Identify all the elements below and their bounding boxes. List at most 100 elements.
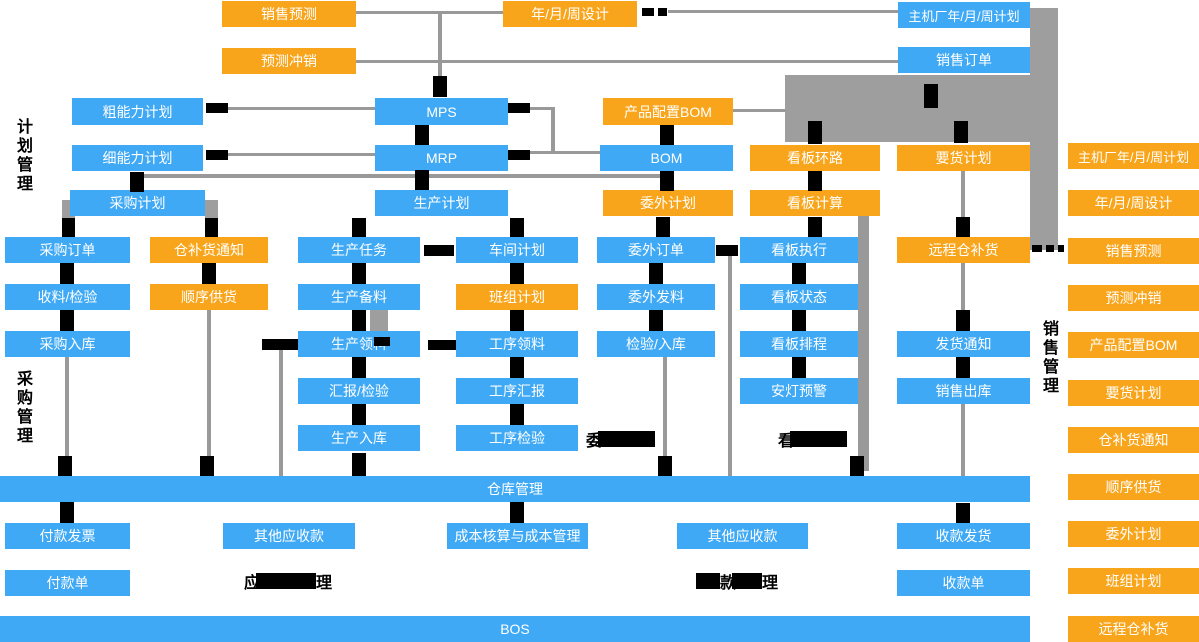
connector-nub	[649, 310, 663, 331]
node-detailed-capacity-plan[interactable]: 细能力计划	[72, 145, 203, 171]
node-process-picking[interactable]: 工序领料	[456, 331, 578, 357]
connector-nub	[510, 502, 524, 523]
node-production-material-prep[interactable]: 生产备料	[298, 284, 420, 310]
node-payment-slip[interactable]: 付款单	[5, 570, 130, 596]
node-rc-sequential-supply[interactable]: 顺序供货	[1068, 474, 1199, 500]
connector-nub	[60, 263, 74, 284]
node-rc-year-month-week-design[interactable]: 年/月/周设计	[1068, 190, 1199, 216]
connector-line	[961, 171, 965, 219]
node-delivery-request-plan[interactable]: 要货计划	[897, 145, 1030, 171]
node-kanban-scheduling[interactable]: 看板排程	[740, 331, 858, 357]
node-receiving-inspection[interactable]: 收料/检验	[5, 284, 130, 310]
node-other-receivables[interactable]: 其他应收款	[223, 523, 355, 549]
node-rc-product-config-bom[interactable]: 产品配置BOM	[1068, 332, 1199, 358]
connector-nub	[792, 357, 806, 378]
node-report-inspection[interactable]: 汇报/检验	[298, 378, 420, 404]
label-char: 款	[720, 575, 737, 592]
node-kanban-status[interactable]: 看板状态	[740, 284, 858, 310]
node-production-task[interactable]: 生产任务	[298, 237, 420, 263]
connector-nub	[808, 217, 822, 237]
connector-nub	[808, 121, 822, 144]
node-sequential-supply[interactable]: 顺序供货	[150, 284, 268, 310]
connector-nub	[508, 103, 530, 113]
node-mps[interactable]: MPS	[375, 98, 508, 125]
node-receipt-slip[interactable]: 收款单	[897, 570, 1030, 596]
node-rc-oem-year-month-week-plan[interactable]: 主机厂年/月/周计划	[1068, 143, 1199, 169]
node-rc-sales-forecast[interactable]: 销售预测	[1068, 238, 1199, 264]
connector-line	[279, 348, 283, 476]
node-mrp[interactable]: MRP	[375, 145, 508, 171]
connector-nub	[424, 245, 454, 256]
node-payment-invoice[interactable]: 付款发票	[5, 523, 130, 549]
connector-nub	[792, 263, 806, 284]
node-year-month-week-design[interactable]: 年/月/周设计	[503, 1, 637, 27]
connector-nub	[206, 150, 228, 160]
node-andon-alert[interactable]: 安灯预警	[740, 378, 858, 404]
connector-nub	[649, 263, 663, 284]
node-rough-capacity-plan[interactable]: 粗能力计划	[72, 98, 203, 125]
node-process-report[interactable]: 工序汇报	[456, 378, 578, 404]
node-kanban-execution[interactable]: 看板执行	[740, 237, 858, 263]
redaction-bar	[598, 431, 656, 447]
connector-nub	[60, 310, 74, 331]
connector-nub	[510, 263, 524, 284]
node-sales-outbound[interactable]: 销售出库	[897, 378, 1030, 404]
node-rc-team-plan[interactable]: 班组计划	[1068, 568, 1199, 594]
node-workshop-plan[interactable]: 车间计划	[456, 237, 578, 263]
node-rc-outsourcing-plan[interactable]: 委外计划	[1068, 521, 1199, 547]
node-sales-order[interactable]: 销售订单	[898, 47, 1030, 73]
node-purchase-order[interactable]: 采购订单	[5, 237, 130, 263]
outsourcing-mgmt-label: 委	[586, 427, 656, 451]
node-outsourcing-material-issue[interactable]: 委外发料	[597, 284, 715, 310]
connector-nub	[716, 245, 738, 256]
connector-nub	[62, 218, 75, 237]
node-outsourcing-plan[interactable]: 委外计划	[603, 190, 733, 216]
connector-line	[528, 107, 554, 110]
node-production-plan[interactable]: 生产计划	[375, 190, 508, 216]
node-sales-forecast[interactable]: 销售预测	[222, 1, 356, 27]
node-warehouse-management-bar[interactable]: 仓库管理	[0, 476, 1030, 502]
node-bom[interactable]: BOM	[600, 145, 733, 171]
node-purchase-plan[interactable]: 采购计划	[70, 190, 205, 216]
node-rc-forecast-offset[interactable]: 预测冲销	[1068, 285, 1199, 311]
connector-nub	[352, 404, 366, 425]
node-collection-shipping[interactable]: 收款发货	[897, 523, 1030, 549]
node-inspection-inbound[interactable]: 检验/入库	[597, 331, 715, 357]
connector-line	[528, 151, 600, 154]
node-product-config-bom[interactable]: 产品配置BOM	[603, 98, 733, 125]
connector-nub	[58, 456, 72, 476]
node-kanban-loop[interactable]: 看板环路	[750, 145, 880, 171]
node-bos-bar[interactable]: BOS	[0, 616, 1030, 642]
node-production-inbound[interactable]: 生产入库	[298, 425, 420, 451]
connector-nub	[352, 218, 366, 237]
node-warehouse-replenish-notice[interactable]: 仓补货通知	[150, 237, 268, 263]
connector-nub	[1058, 245, 1064, 252]
connector-nub	[510, 404, 524, 425]
node-team-plan[interactable]: 班组计划	[456, 284, 578, 310]
node-production-picking[interactable]: 生产领料	[298, 331, 420, 357]
node-forecast-offset[interactable]: 预测冲销	[222, 48, 356, 74]
connector-nub	[415, 170, 429, 190]
node-remote-warehouse-replenish[interactable]: 远程仓补货	[897, 237, 1030, 263]
redaction-bar	[696, 573, 720, 589]
node-process-inspection[interactable]: 工序检验	[456, 425, 578, 451]
label-char: 委	[586, 433, 603, 450]
connector-line	[961, 263, 965, 313]
node-kanban-calc[interactable]: 看板计算	[750, 190, 880, 216]
connector-line	[137, 174, 669, 178]
connector-nub	[205, 218, 218, 237]
node-purchase-inbound[interactable]: 采购入库	[5, 331, 130, 357]
node-other-receivables-2[interactable]: 其他应收款	[677, 523, 808, 549]
connector-line	[65, 357, 69, 476]
node-oem-year-month-week-plan[interactable]: 主机厂年/月/周计划	[898, 2, 1030, 28]
node-rc-delivery-request-plan[interactable]: 要货计划	[1068, 380, 1199, 406]
node-rc-warehouse-replenish-notice[interactable]: 仓补货通知	[1068, 427, 1199, 453]
node-shipping-notice[interactable]: 发货通知	[897, 331, 1030, 357]
connector-nub	[428, 340, 456, 350]
connector-block	[785, 75, 1035, 142]
node-outsourcing-order[interactable]: 委外订单	[597, 237, 715, 263]
node-cost-accounting-management[interactable]: 成本核算与成本管理	[447, 523, 588, 549]
connector-nub	[510, 310, 524, 331]
node-rc-remote-warehouse-replenish[interactable]: 远程仓补货	[1068, 616, 1199, 642]
